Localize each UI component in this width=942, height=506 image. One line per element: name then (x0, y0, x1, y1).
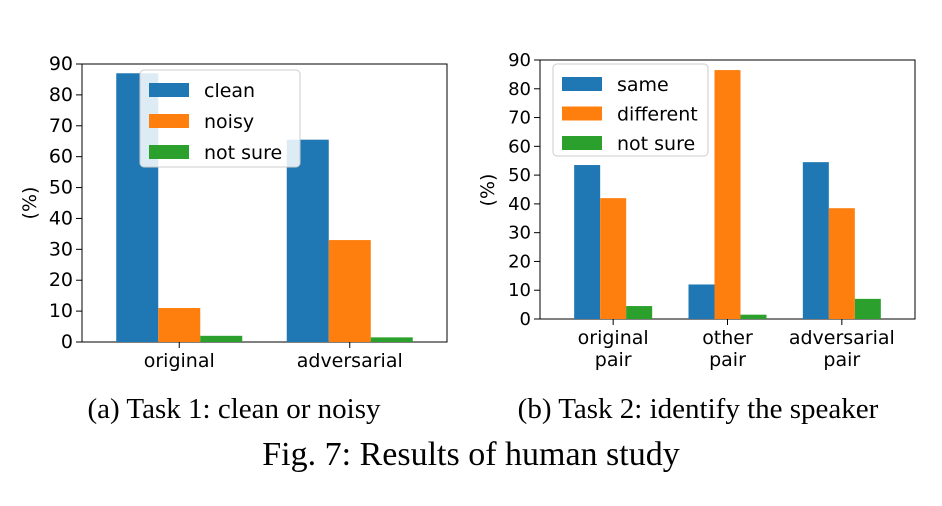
legend-swatch-not-sure (562, 136, 602, 150)
bar-same (688, 284, 715, 319)
panel-a-x-ticks: original adversarial (144, 342, 403, 372)
y-tick-label: 60 (508, 136, 531, 157)
x-tick-label: pair (709, 349, 746, 371)
bar-noisy (158, 308, 201, 342)
y-tick-label: 0 (520, 309, 531, 330)
y-tick-label: 40 (49, 207, 73, 229)
legend-label: noisy (204, 111, 254, 133)
y-tick-label: 90 (49, 53, 73, 75)
bar-different (714, 70, 741, 319)
y-tick-label: 70 (49, 115, 73, 137)
bar-not-sure (200, 335, 243, 342)
legend-label: clean (204, 80, 255, 102)
legend-swatch-noisy (149, 114, 189, 128)
bar-not-sure (626, 306, 653, 319)
legend-swatch-not-sure (149, 145, 189, 159)
x-tick-label: other (702, 327, 753, 349)
legend-label: same (617, 74, 669, 96)
y-tick-label: 80 (49, 84, 73, 106)
legend-label: not sure (617, 133, 695, 155)
figure-caption: Fig. 7: Results of human study (262, 436, 679, 473)
panel-a-caption: (a) Task 1: clean or noisy (88, 393, 381, 425)
y-tick-label: 40 (508, 194, 531, 215)
legend-swatch-clean (149, 83, 189, 97)
y-tick-label: 10 (49, 300, 73, 322)
panel-b-legend: same different not sure (552, 63, 709, 157)
y-tick-label: 70 (508, 108, 531, 129)
bar-noisy (328, 240, 371, 342)
x-tick-label: pair (823, 349, 860, 371)
y-tick-label: 80 (508, 79, 531, 100)
y-tick-label: 10 (508, 280, 531, 301)
bar-clean (286, 139, 329, 342)
panel-b-caption: (b) Task 2: identify the speaker (518, 393, 879, 425)
legend-swatch-different (562, 106, 602, 121)
panel-b-bars (574, 70, 881, 319)
legend-label: not sure (204, 142, 282, 164)
panel-a-y-ticks: 0 10 20 30 40 50 60 70 80 90 (49, 53, 82, 353)
panel-a-y-label: (%) (19, 187, 41, 220)
legend-swatch-same (562, 77, 602, 91)
bar-different (600, 198, 627, 319)
y-tick-label: 90 (508, 50, 531, 71)
x-tick-label: original (578, 327, 649, 349)
y-tick-label: 20 (508, 251, 531, 272)
bar-same (802, 162, 829, 319)
y-tick-label: 50 (508, 165, 531, 186)
bar-different (828, 208, 855, 319)
y-tick-label: 30 (508, 223, 531, 244)
y-tick-label: 20 (49, 269, 73, 291)
bar-not-sure (740, 314, 767, 319)
x-tick-label: original (144, 350, 215, 372)
panel-a-legend: clean noisy not sure (139, 69, 301, 168)
panel-b-y-ticks: 0 10 20 30 40 50 60 70 80 90 (508, 50, 540, 330)
panel-b-y-label: (%) (477, 174, 499, 207)
y-tick-label: 50 (49, 177, 73, 199)
y-tick-label: 30 (49, 238, 73, 260)
x-tick-label: adversarial (297, 350, 403, 372)
y-tick-label: 0 (61, 331, 73, 353)
y-tick-label: 60 (49, 146, 73, 168)
legend-label: different (617, 104, 698, 126)
bar-same (574, 165, 601, 319)
bar-not-sure (370, 337, 413, 342)
bar-not-sure (854, 298, 881, 319)
x-tick-label: adversarial (789, 327, 895, 349)
x-tick-label: pair (595, 349, 632, 371)
